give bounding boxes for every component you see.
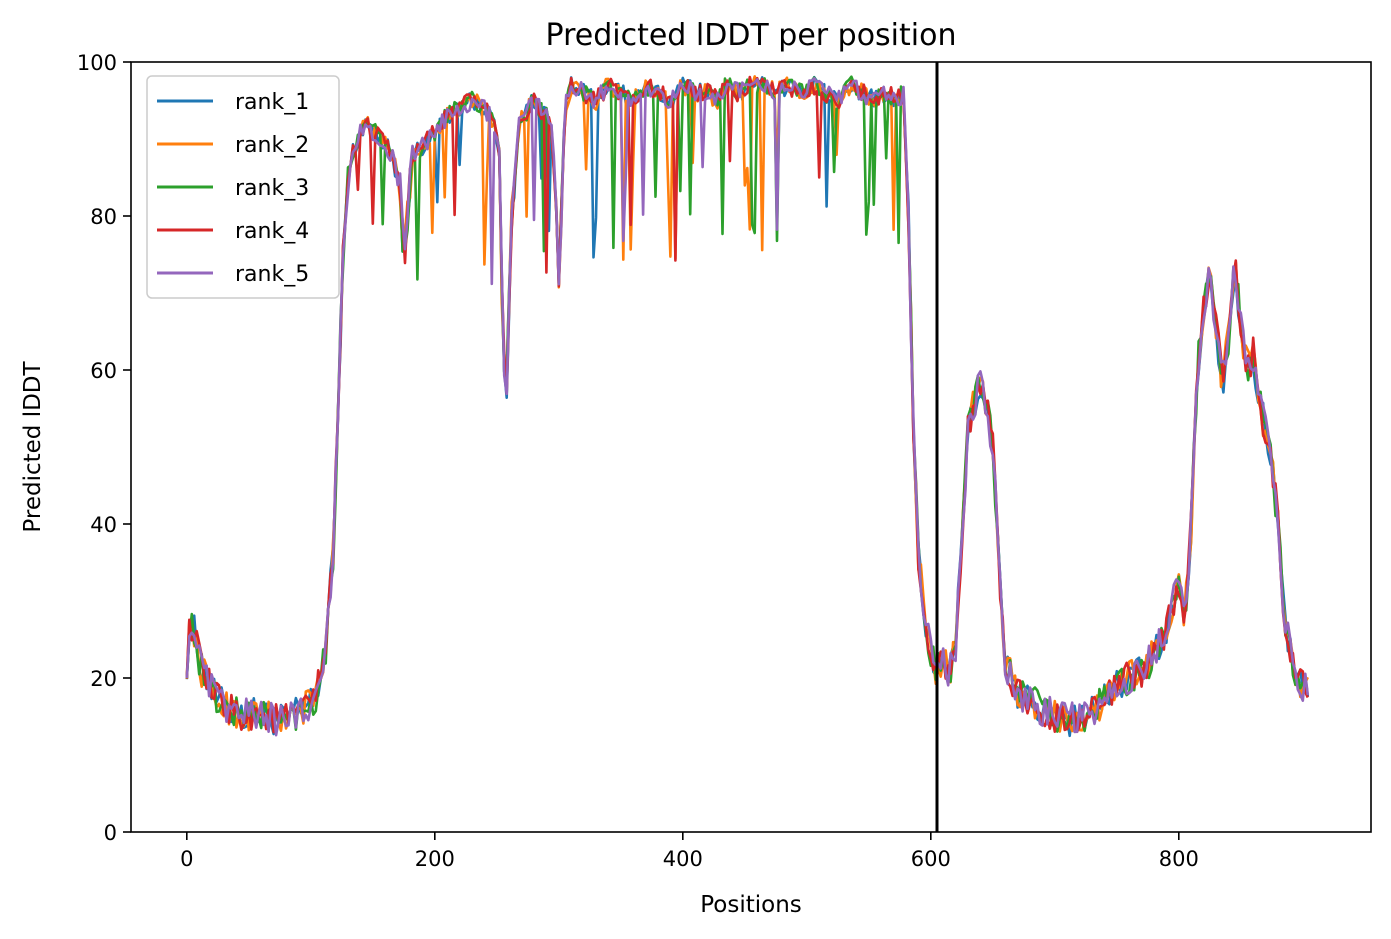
x-axis-ticks: 0 200 400 600 800	[180, 832, 1199, 871]
y-tick-label: 0	[104, 821, 117, 845]
x-tick-label: 800	[1159, 847, 1199, 871]
legend-box	[146, 75, 340, 299]
legend-label-rank_1: rank_1	[235, 90, 309, 115]
x-axis-label: Positions	[700, 892, 802, 918]
legend-label-rank_2: rank_2	[235, 133, 309, 158]
series-line-rank_2	[185, 75, 1309, 733]
y-tick-label: 40	[90, 513, 117, 537]
y-tick-label: 100	[77, 51, 117, 75]
series-lines	[185, 75, 1310, 738]
x-tick-label: 400	[663, 847, 703, 871]
chart-title: Predicted lDDT per position	[546, 18, 957, 53]
y-tick-label: 80	[90, 205, 117, 229]
x-tick-label: 600	[911, 847, 951, 871]
series-line-rank_5	[185, 77, 1310, 737]
series-line-rank_3	[185, 75, 1309, 733]
y-tick-label: 60	[90, 359, 117, 383]
y-tick-label: 20	[90, 667, 117, 691]
legend-label-rank_4: rank_4	[235, 219, 309, 244]
plot-frame	[130, 61, 1372, 833]
legend-label-rank_5: rank_5	[235, 262, 309, 287]
legend-label-rank_3: rank_3	[235, 176, 309, 201]
y-axis-ticks: 0 20 40 60 80 100	[77, 51, 131, 845]
legend: rank_1 rank_2 rank_3 rank_4 rank_5	[146, 75, 340, 299]
x-tick-label: 0	[180, 847, 193, 871]
x-tick-label: 200	[415, 847, 455, 871]
series-line-rank_4	[185, 75, 1309, 734]
y-axis-label: Predicted lDDT	[20, 360, 46, 532]
